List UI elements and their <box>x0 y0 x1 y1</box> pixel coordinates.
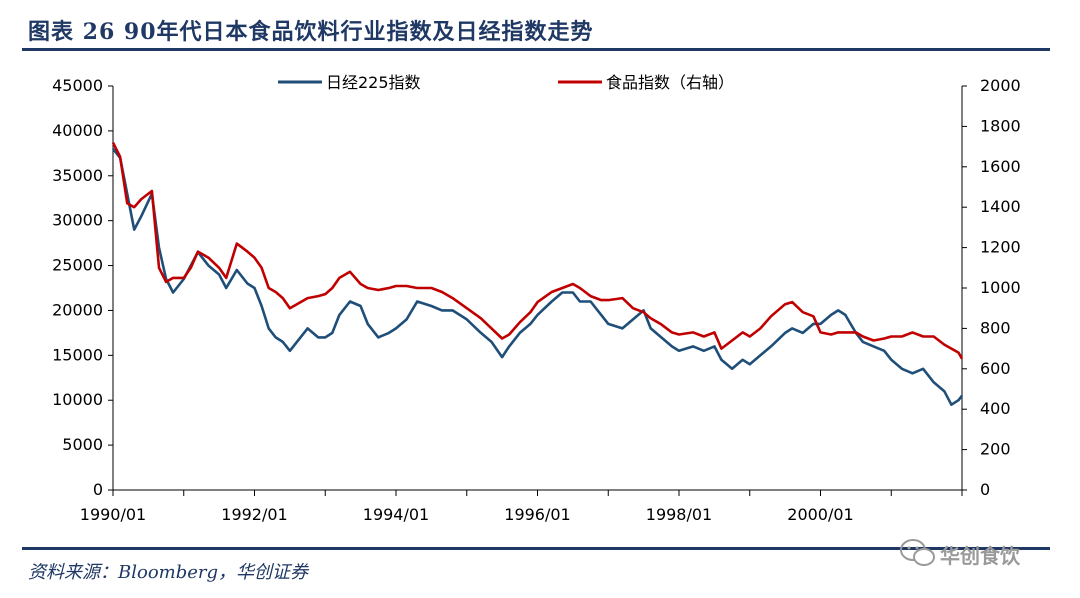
series-layer <box>111 142 964 407</box>
source-note: 资料来源：Bloomberg，华创证券 <box>28 562 309 583</box>
series-nikkei-line <box>111 147 964 407</box>
line-chart: 0500010000150002000025000300003500040000… <box>52 73 1021 524</box>
chart-legend: 日经225指数 食品指数（右轴） <box>278 73 734 92</box>
y-left-tick-label: 5000 <box>62 435 103 454</box>
x-tick-label: 1992/01 <box>221 505 287 524</box>
y-right-tick-label: 200 <box>980 440 1011 459</box>
y-left-tick-label: 35000 <box>52 166 103 185</box>
title-rule <box>22 48 1050 51</box>
y-right-tick-label: 0 <box>980 480 990 499</box>
y-right-tick-label: 400 <box>980 399 1011 418</box>
y-left-tick-label: 10000 <box>52 390 103 409</box>
legend-food: 食品指数（右轴） <box>558 73 734 92</box>
y-left-tick-label: 15000 <box>52 345 103 364</box>
x-tick-label: 1998/01 <box>646 505 712 524</box>
x-tick-label: 1996/01 <box>504 505 570 524</box>
y-left-tick-label: 0 <box>93 480 103 499</box>
y-right-tick-label: 1000 <box>980 278 1021 297</box>
y-right-tick-label: 600 <box>980 359 1011 378</box>
y-left-tick-label: 45000 <box>52 76 103 95</box>
y-left-tick-label: 40000 <box>52 121 103 140</box>
y-right-tick-label: 1400 <box>980 197 1021 216</box>
y-right-tick-label: 1600 <box>980 157 1021 176</box>
x-tick-label: 2000/01 <box>787 505 853 524</box>
legend-nikkei-label: 日经225指数 <box>326 73 421 92</box>
y-right-tick-label: 1200 <box>980 238 1021 257</box>
chart-title: 图表 26 90年代日本食品饮料行业指数及日经指数走势 <box>28 19 594 45</box>
y-right-tick-label: 1800 <box>980 116 1021 135</box>
watermark-text: 华创食饮 <box>940 544 1020 568</box>
y-left-tick-label: 25000 <box>52 256 103 275</box>
y-right-tick-label: 2000 <box>980 76 1021 95</box>
y-right-tick-label: 800 <box>980 318 1011 337</box>
x-tick-label: 1990/01 <box>80 505 146 524</box>
y-left-tick-label: 30000 <box>52 211 103 230</box>
x-tick-label: 1994/01 <box>363 505 429 524</box>
legend-food-label: 食品指数（右轴） <box>606 73 734 92</box>
y-left-tick-label: 20000 <box>52 300 103 319</box>
footer-rule <box>22 547 1050 550</box>
series-food-line <box>111 142 964 360</box>
watermark: 华创食饮 <box>900 536 1060 570</box>
wechat-icon <box>900 539 935 566</box>
chart-axes: 0500010000150002000025000300003500040000… <box>52 76 1021 524</box>
legend-nikkei: 日经225指数 <box>278 73 421 92</box>
